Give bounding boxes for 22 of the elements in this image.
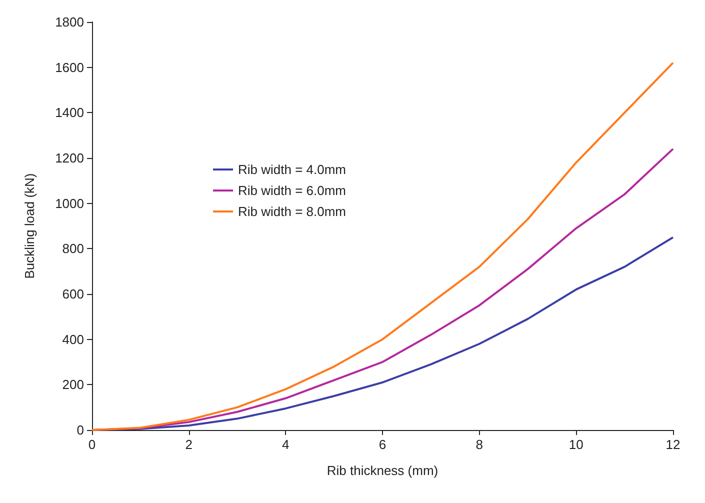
- legend-label: Rib width = 8.0mm: [238, 204, 346, 219]
- x-tick-label: 4: [282, 437, 290, 452]
- y-tick-label: 200: [62, 377, 84, 392]
- x-tick-label: 2: [185, 437, 192, 452]
- y-tick-label: 800: [62, 241, 84, 256]
- x-tick-label: 8: [476, 437, 483, 452]
- y-tick-label: 1800: [55, 14, 84, 30]
- x-tick-label: 6: [378, 437, 386, 452]
- y-tick-label: 1400: [55, 105, 84, 120]
- y-tick-label: 1600: [55, 60, 84, 75]
- y-tick-label: 400: [62, 332, 84, 347]
- x-tick-label: 0: [88, 437, 96, 452]
- legend-label: Rib width = 4.0mm: [238, 162, 346, 177]
- y-tick-label: 1000: [55, 196, 84, 211]
- legend-label: Rib width = 6.0mm: [238, 183, 346, 198]
- x-tick-label: 10: [568, 437, 584, 452]
- y-axis-title: Buckling load (kN): [22, 173, 37, 279]
- y-tick-label: 600: [62, 286, 84, 302]
- x-tick-label: 12: [666, 437, 680, 452]
- y-tick-label: 1200: [55, 150, 84, 166]
- y-tick-label: 0: [76, 422, 84, 438]
- x-axis-title: Rib thickness (mm): [326, 463, 438, 478]
